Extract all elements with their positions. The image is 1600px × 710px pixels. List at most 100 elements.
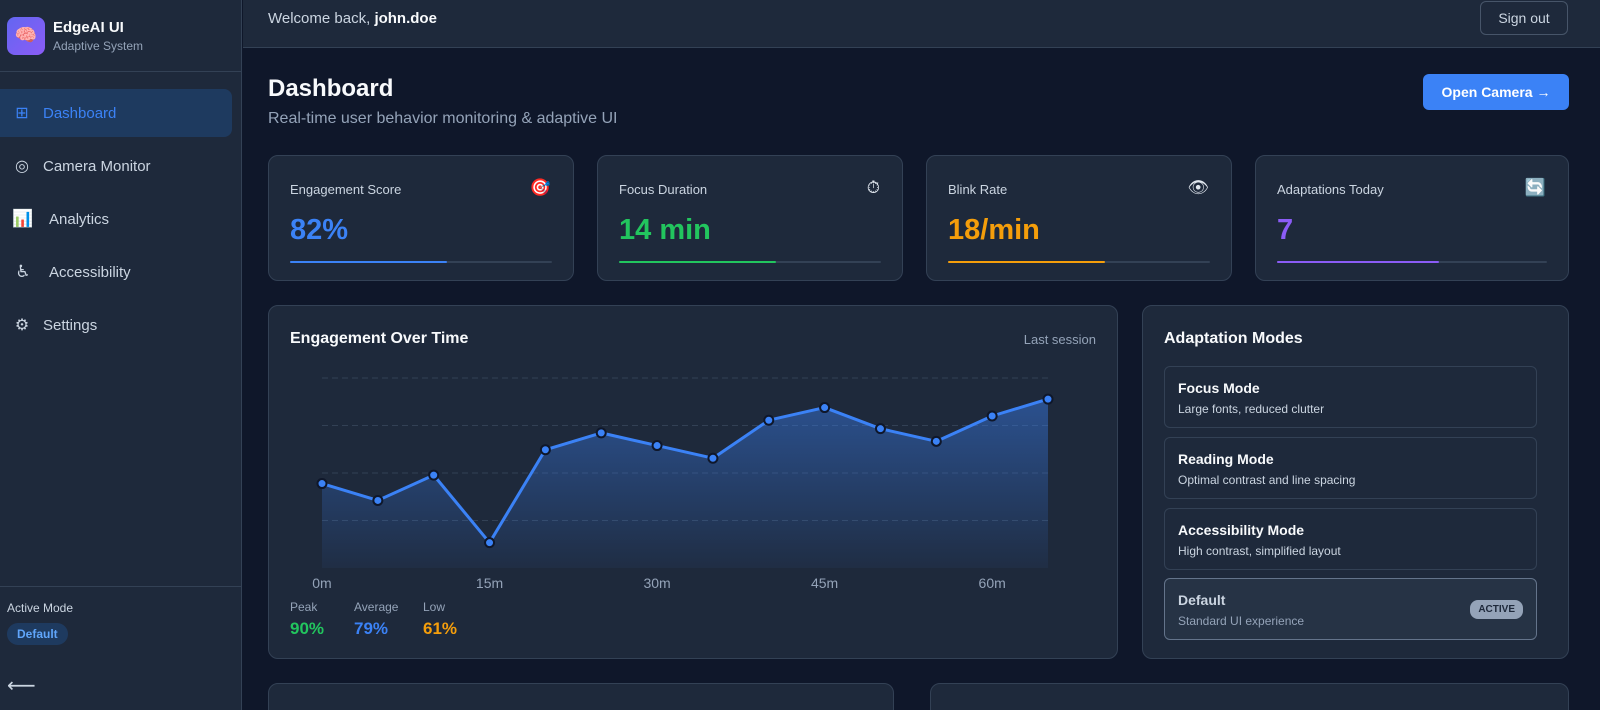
chart-point	[372, 494, 384, 506]
summary-low: Low 61%	[423, 600, 457, 639]
eye-icon: 👁	[1187, 178, 1209, 197]
chart-point	[595, 427, 607, 439]
stat-value: 82%	[290, 214, 349, 246]
sidebar-item-label: Settings	[43, 316, 98, 334]
stat-label: Blink Rate	[948, 182, 1008, 197]
stat-label: Engagement Score	[290, 182, 402, 197]
sidebar-item-label: Accessibility	[49, 263, 131, 281]
chart-title: Engagement Over Time	[290, 330, 469, 347]
summary-value: 79%	[354, 619, 389, 638]
camera-icon: ◎	[15, 158, 29, 175]
mode-accessibility[interactable]: Accessibility Mode High contrast, simpli…	[1164, 508, 1537, 570]
topbar: Welcome back, john.doe Sign out	[243, 0, 1600, 48]
stat-card-adaptations: Adaptations Today 🔄 7	[1255, 155, 1569, 281]
refresh-icon: 🔄	[1524, 178, 1546, 197]
stat-progress-track	[290, 261, 552, 263]
engagement-chart: 0m 15m 30m 45m 60m	[312, 377, 1054, 591]
stat-progress-track	[619, 261, 881, 263]
mode-description: High contrast, simplified layout	[1178, 544, 1341, 558]
main-content: Dashboard Real-time user behavior monito…	[243, 49, 1600, 710]
page-subtitle: Real-time user behavior monitoring & ada…	[268, 110, 618, 127]
sidebar: 🧠 EdgeAI UI Adaptive System ⊞ Dashboard …	[0, 0, 242, 710]
stat-value: 18/min	[948, 214, 1040, 246]
chart-point	[819, 402, 831, 414]
mode-name: Accessibility Mode	[1178, 522, 1305, 538]
stat-card-engagement: Engagement Score 🎯 82%	[268, 155, 574, 281]
bottom-card-left	[268, 683, 894, 710]
chart-point	[428, 469, 440, 481]
stat-progress-track	[1277, 261, 1547, 263]
summary-average: Average 79%	[354, 600, 398, 639]
chart-period: Last session	[1023, 332, 1096, 347]
mode-description: Standard UI experience	[1178, 614, 1305, 628]
active-badge: ACTIVE	[1470, 600, 1523, 619]
brand-title: EdgeAI UI	[53, 18, 124, 36]
sidebar-item-label: Camera Monitor	[43, 157, 151, 175]
sidebar-item-label: Dashboard	[43, 104, 117, 122]
stopwatch-icon: ⏱	[866, 178, 880, 197]
summary-peak: Peak 90%	[290, 600, 324, 639]
open-camera-button[interactable]: Open Camera →	[1423, 74, 1569, 110]
chart-x-tick-label: 0m	[312, 575, 331, 591]
summary-label: Peak	[290, 600, 318, 614]
summary-value: 90%	[290, 619, 325, 638]
collapse-sidebar-icon[interactable]: ⟵	[7, 675, 36, 697]
mode-name: Focus Mode	[1178, 380, 1260, 396]
page-title: Dashboard	[268, 75, 394, 102]
sidebar-item-dashboard[interactable]: ⊞ Dashboard	[0, 89, 232, 137]
stat-card-blink: Blink Rate 👁 18/min	[926, 155, 1232, 281]
chart-point	[986, 410, 998, 422]
summary-label: Low	[423, 600, 446, 614]
stat-progress-fill	[290, 261, 448, 263]
adaptation-modes-card: Adaptation Modes Focus Mode Large fonts,…	[1142, 305, 1569, 659]
chart-point	[930, 435, 942, 447]
sidebar-nav: ⊞ Dashboard ◎ Camera Monitor 📊 Analytics…	[0, 72, 241, 349]
target-icon: 🎯	[529, 178, 551, 197]
summary-label: Average	[354, 600, 399, 614]
grid-icon: ⊞	[15, 105, 29, 122]
sidebar-footer: Active Mode Default ⟵	[0, 586, 241, 710]
chart-point	[763, 414, 775, 426]
modes-title: Adaptation Modes	[1164, 330, 1303, 347]
mode-name: Default	[1178, 592, 1226, 608]
chart-point	[707, 452, 719, 464]
welcome-prefix: Welcome back,	[268, 10, 375, 27]
bar-chart-icon: 📊	[12, 209, 34, 228]
mode-default[interactable]: Default Standard UI experience ACTIVE	[1164, 578, 1537, 640]
stat-progress-track	[948, 261, 1210, 263]
sidebar-item-camera-monitor[interactable]: ◎ Camera Monitor	[0, 142, 232, 190]
sidebar-item-analytics[interactable]: 📊 Analytics	[0, 195, 232, 243]
brand: 🧠 EdgeAI UI Adaptive System	[0, 0, 241, 72]
bottom-card-right	[930, 683, 1569, 710]
sidebar-item-label: Analytics	[49, 210, 110, 228]
sidebar-item-settings[interactable]: ⚙ Settings	[0, 301, 232, 349]
mode-reading[interactable]: Reading Mode Optimal contrast and line s…	[1164, 437, 1537, 499]
chart-point	[484, 537, 496, 549]
welcome-message: Welcome back, john.doe	[268, 10, 437, 27]
chart-point	[1042, 393, 1054, 405]
mode-focus[interactable]: Focus Mode Large fonts, reduced clutter	[1164, 366, 1537, 428]
stat-value: 14 min	[619, 214, 711, 246]
sidebar-item-accessibility[interactable]: ♿ Accessibility	[0, 248, 232, 296]
username: john.doe	[374, 10, 437, 27]
chart-x-tick-label: 15m	[476, 575, 503, 591]
chart-point	[316, 478, 328, 490]
wheelchair-icon: ♿	[15, 262, 31, 281]
chart-x-tick-label: 30m	[643, 575, 670, 591]
stat-label: Focus Duration	[619, 182, 708, 197]
stat-card-focus: Focus Duration ⏱ 14 min	[597, 155, 903, 281]
chart-point	[651, 440, 663, 452]
brain-logo-icon: 🧠	[7, 16, 45, 55]
mode-name: Reading Mode	[1178, 451, 1274, 467]
summary-value: 61%	[423, 619, 458, 638]
mode-description: Large fonts, reduced clutter	[1178, 402, 1325, 416]
mode-description: Optimal contrast and line spacing	[1178, 473, 1356, 487]
active-mode-badge: Default	[7, 623, 68, 645]
stat-progress-fill	[948, 261, 1106, 263]
sign-out-button[interactable]: Sign out	[1480, 1, 1568, 35]
chart-x-tick-label: 60m	[979, 575, 1006, 591]
chart-area	[322, 399, 1048, 568]
stat-value: 7	[1277, 214, 1294, 246]
stat-progress-fill	[1277, 261, 1439, 263]
stat-progress-fill	[619, 261, 777, 263]
